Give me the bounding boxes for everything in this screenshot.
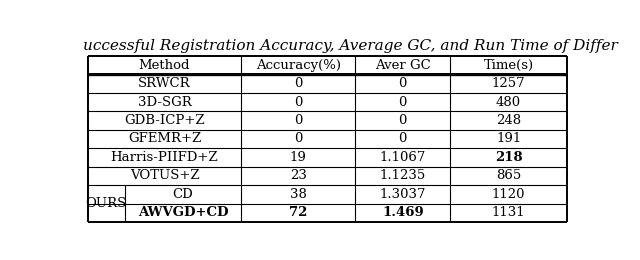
Text: 38: 38 [290, 188, 307, 201]
Text: 0: 0 [399, 133, 407, 146]
Text: 23: 23 [290, 170, 307, 183]
Text: OURS: OURS [86, 197, 127, 210]
Text: Accuracy(%): Accuracy(%) [255, 58, 340, 72]
Text: 72: 72 [289, 206, 307, 219]
Text: 0: 0 [294, 77, 302, 90]
Text: 1120: 1120 [492, 188, 525, 201]
Text: 0: 0 [399, 95, 407, 108]
Text: Aver GC: Aver GC [375, 58, 431, 72]
Text: 1.3037: 1.3037 [380, 188, 426, 201]
Text: Time(s): Time(s) [483, 58, 534, 72]
Text: Harris-PIIFD+Z: Harris-PIIFD+Z [111, 151, 218, 164]
Text: Method: Method [139, 58, 190, 72]
Text: 1131: 1131 [492, 206, 525, 219]
Text: 1.1235: 1.1235 [380, 170, 426, 183]
Text: AWVGD+CD: AWVGD+CD [138, 206, 228, 219]
Text: 218: 218 [495, 151, 522, 164]
Text: SRWCR: SRWCR [138, 77, 191, 90]
Text: VOTUS+Z: VOTUS+Z [130, 170, 199, 183]
Text: GFEMR+Z: GFEMR+Z [128, 133, 201, 146]
Text: 1257: 1257 [492, 77, 525, 90]
Text: 19: 19 [290, 151, 307, 164]
Text: 865: 865 [496, 170, 521, 183]
Text: uccessful Registration Accuracy, Average GC, and Run Time of Differ: uccessful Registration Accuracy, Average… [83, 39, 618, 53]
Text: GDB-ICP+Z: GDB-ICP+Z [124, 114, 205, 127]
Text: 191: 191 [496, 133, 521, 146]
Text: 1.469: 1.469 [382, 206, 424, 219]
Text: 0: 0 [399, 114, 407, 127]
Text: CD: CD [173, 188, 193, 201]
Text: 0: 0 [294, 114, 302, 127]
Text: 480: 480 [496, 95, 521, 108]
Text: 248: 248 [496, 114, 521, 127]
Text: 0: 0 [399, 77, 407, 90]
Text: 1.1067: 1.1067 [380, 151, 426, 164]
Text: 3D-SGR: 3D-SGR [138, 95, 191, 108]
Text: 0: 0 [294, 95, 302, 108]
Text: 0: 0 [294, 133, 302, 146]
